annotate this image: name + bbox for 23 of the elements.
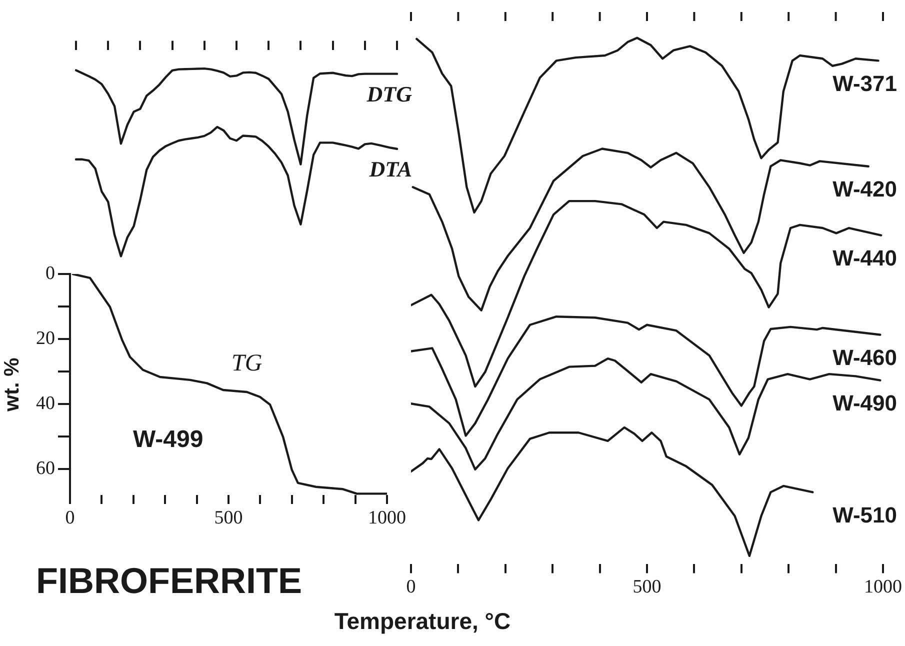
series-label: W-440 (832, 245, 897, 270)
series-label: TG (232, 350, 262, 376)
series-label: W-420 (832, 176, 897, 202)
series-label: W-490 (832, 390, 897, 416)
annotation: W-499 (133, 426, 204, 454)
series-label: W-510 (832, 502, 897, 528)
y-tick-label: 60 (36, 458, 55, 479)
series-label: W-460 (832, 344, 897, 370)
y-axis-title: wt. % (0, 357, 24, 412)
y-tick-label: 40 (36, 392, 55, 414)
series-label: DTA (368, 156, 412, 182)
x-axis-title: Temperature, °C (333, 608, 512, 635)
x-tick-label: 0 (406, 576, 416, 598)
y-tick-label: 20 (36, 328, 55, 349)
series-label: DTG (366, 82, 412, 107)
y-tick-label: 0 (46, 262, 55, 284)
x-tick-label: 500 (632, 576, 662, 598)
x-tick-label: 0 (65, 507, 75, 528)
x-tick-label: 1000 (368, 507, 406, 528)
text: FIBROFERRITE (36, 560, 302, 602)
x-tick-label: 500 (214, 507, 243, 528)
x-tick-label: 1000 (864, 576, 902, 598)
series-label: W-371 (832, 70, 897, 96)
